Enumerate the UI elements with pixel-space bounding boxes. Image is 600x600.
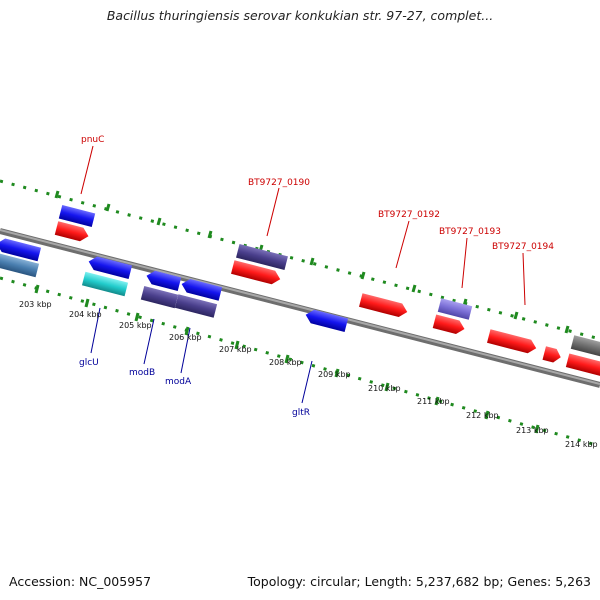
inner-ring-tick [434,396,440,406]
outer-ring-tick [105,203,111,212]
gene-glcU[interactable] [81,271,129,297]
scale-tick-label: 213 kbp [516,426,549,435]
callout-line-bt0193 [461,237,468,289]
outer-dotted-ring [0,179,600,341]
outer-ring-tick [309,257,315,266]
genome-stats: Topology: circular; Length: 5,237,682 bp… [247,574,591,589]
gene-small-forward[interactable] [542,346,563,364]
gene-label-bt9727-0190: BT9727_0190 [248,178,310,188]
gene-bt9727-0190[interactable] [231,260,282,286]
scale-tick-label: 205 kbp [119,321,152,330]
scale-tick-label: 209 kbp [318,370,351,379]
gene-bt9727-0190-upper[interactable] [236,244,288,270]
callout-line-bt0194 [522,252,526,306]
gene-bt9727-0193[interactable] [432,314,467,335]
inner-ring-tick [234,340,240,350]
gene-edge-red[interactable] [565,353,600,377]
inner-ring-tick [84,298,90,308]
inner-ring-tick [34,284,40,294]
callout-line-bt0192 [395,220,410,269]
scale-tick-label: 211 kbp [417,397,450,406]
map-title: Bacillus thuringiensis serovar konkukian… [106,8,494,23]
inner-ring-tick [284,354,290,364]
inner-ring-tick [534,424,540,434]
gene-pnuC[interactable] [54,221,90,243]
inner-ring-tick [384,382,390,392]
gene-label-glcU: glcU [79,358,99,368]
outer-ring-tick [513,311,519,320]
scale-tick-label: 206 kbp [169,333,202,342]
callout-line-pnuC [80,145,94,195]
callout-line-bt0190 [266,187,280,237]
gene-modB[interactable] [140,285,179,309]
gene-label-gltR: gltR [292,408,310,418]
gene-bt9727-0192[interactable] [359,293,409,318]
inner-ring-tick [134,312,140,322]
accession-number: Accession: NC_005957 [9,574,152,589]
gene-gltR[interactable] [304,308,349,333]
scale-tick-label: 210 kbp [368,384,401,393]
gene-label-bt9727-0193: BT9727_0193 [439,227,501,237]
callout-line-modB [143,318,155,365]
gene-edge-grey[interactable] [570,335,600,357]
gene-bt9727-0194[interactable] [487,329,538,355]
gene-edge-steel[interactable] [0,253,40,278]
genome-backbone-highlight [0,229,600,385]
outer-ring-tick [207,230,213,239]
scale-tick-label: 212 kbp [466,411,499,420]
gene-bt9727-0193-upper[interactable] [437,298,473,320]
gene-label-bt9727-0192: BT9727_0192 [378,210,440,220]
outer-ring-tick [360,271,366,280]
gene-label-modB: modB [129,368,155,378]
outer-ring-tick [411,284,417,293]
scale-tick-label: 204 kbp [69,310,102,319]
scale-tick-label: 214 kbp [565,440,598,449]
outer-ring-tick [564,325,570,334]
inner-ring-tick [484,410,490,420]
callout-line-gltR [301,360,313,404]
gene-modA[interactable] [174,294,218,318]
scale-tick-label: 203 kbp [19,300,52,309]
gene-label-modA: modA [165,377,192,387]
inner-ring-tick [334,368,340,378]
gene-modB-upper[interactable] [145,269,182,292]
inner-ring-tick [184,326,190,336]
gene-modA-upper[interactable] [180,277,223,301]
gene-pnuC-upper[interactable] [58,204,96,228]
gene-edge-blue[interactable] [0,237,42,262]
outer-ring-tick [156,217,162,226]
scale-tick-label: 208 kbp [269,358,302,367]
outer-ring-tick [54,190,60,199]
gene-label-bt9727-0194: BT9727_0194 [492,242,554,252]
scale-tick-label: 207 kbp [219,345,252,354]
callout-line-modA [180,327,191,374]
gene-label-pnuC: pnuC [81,135,104,145]
callout-line-glcU [90,307,101,354]
gene-reverse-blue[interactable] [87,255,133,280]
